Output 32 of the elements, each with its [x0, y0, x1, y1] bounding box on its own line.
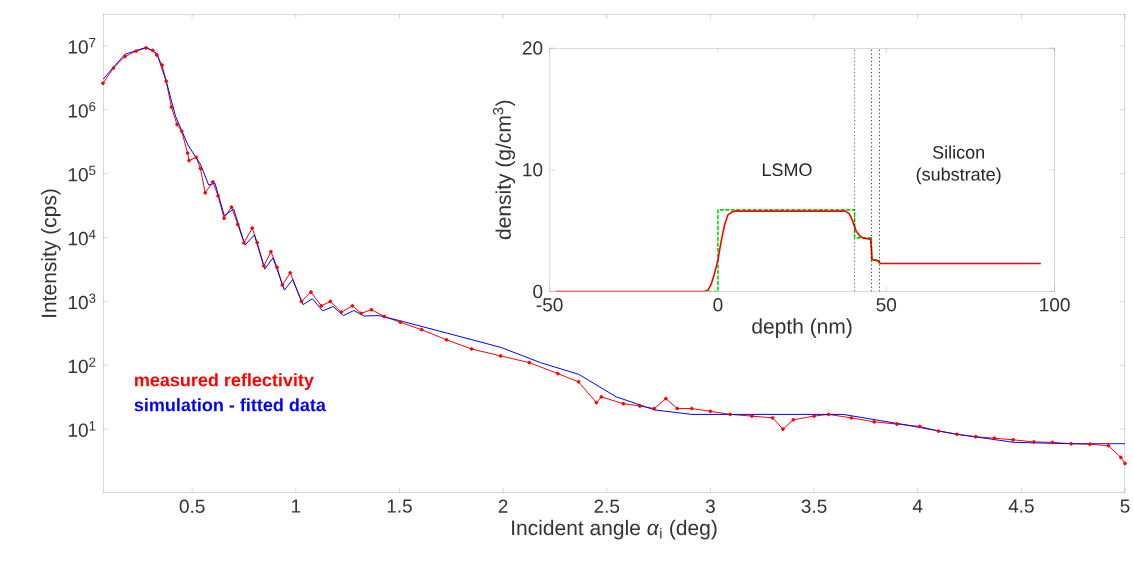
- y-tick-label: 0: [533, 284, 543, 299]
- x-tick-label: 1: [291, 499, 301, 513]
- x-tick-label: 3: [705, 499, 715, 513]
- x-tick-label: 100: [1040, 298, 1070, 312]
- y-tick-label: 20: [522, 41, 543, 55]
- text: simulation - fitted data: [134, 398, 326, 412]
- annotation: Silicon (substrate): [916, 145, 1001, 185]
- x-tick-label: 0: [713, 298, 723, 312]
- y-axis-title: density (g/cm$^{3}$): [492, 100, 516, 240]
- x-tick-label: -50: [536, 298, 563, 312]
- y-tick-label: 10: [523, 163, 543, 177]
- x-tick-label: 0.5: [179, 499, 205, 513]
- y-tick-label: 10$^{2}$: [68, 357, 96, 374]
- y-tick-label: 10$^{3}$: [68, 293, 96, 310]
- annotation: LSMO: [762, 163, 812, 177]
- y-tick-label: 10$^{6}$: [68, 101, 96, 118]
- x-tick-label: 2: [498, 499, 508, 513]
- x-axis-title: depth (nm): [752, 318, 852, 338]
- x-axis-title: Incident angle α$_{i}$ (deg): [512, 519, 717, 540]
- y-tick-label: 10$^{1}$: [68, 421, 96, 437]
- x-tick-label: 1.5: [387, 499, 412, 513]
- x-tick-label: 5: [1120, 499, 1130, 513]
- x-tick-label: 4: [912, 499, 923, 513]
- x-tick-label: 50: [876, 298, 897, 312]
- y-tick-label: 10$^{7}$: [68, 38, 96, 54]
- y-tick-label: 10$^{4}$: [68, 229, 96, 246]
- x-tick-label: 2.5: [594, 499, 620, 513]
- y-axis-title: Intensity (cps): [41, 189, 61, 317]
- x-tick-label: 4.5: [1008, 499, 1034, 513]
- x-tick-label: 3.5: [801, 499, 827, 513]
- y-tick-label: 10$^{5}$: [68, 165, 96, 182]
- text: measured reflectivity: [135, 373, 314, 390]
